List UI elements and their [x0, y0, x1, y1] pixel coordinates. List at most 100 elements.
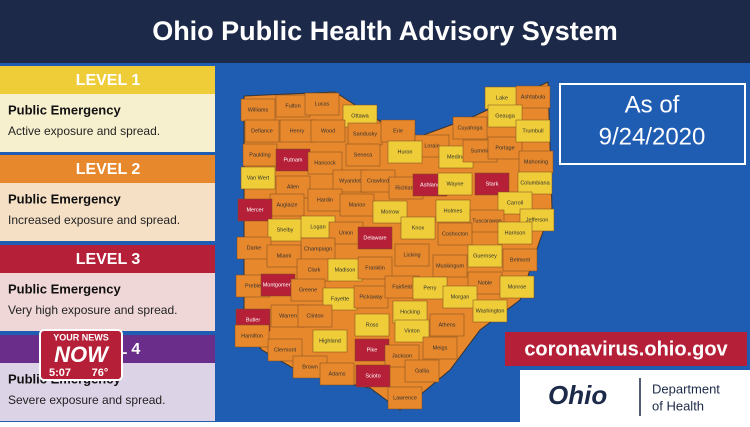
county-name: Clark: [308, 267, 321, 273]
county: [515, 119, 551, 143]
county: [502, 248, 538, 272]
county: [304, 92, 340, 116]
level-text: Severe exposure and spread.: [8, 393, 165, 407]
county-name: Belmont: [510, 257, 531, 263]
county-name: Clinton: [306, 313, 323, 319]
level-heading: Public Emergency: [8, 191, 121, 206]
county-name: Hancock: [314, 160, 336, 166]
county-name: Allen: [287, 184, 299, 190]
county-name: Shelby: [277, 227, 294, 233]
county-name: Morrow: [381, 209, 399, 215]
county-name: Portage: [495, 145, 514, 151]
county-name: Ashtabula: [521, 94, 546, 100]
county-name: Ross: [366, 322, 379, 328]
county: [442, 285, 478, 309]
county: [319, 362, 355, 386]
county-name: Warren: [279, 313, 297, 319]
county: [487, 136, 523, 160]
county: [354, 313, 390, 337]
county: [469, 209, 505, 233]
county: [474, 172, 510, 196]
county-name: Ottawa: [351, 113, 369, 119]
county: [497, 191, 533, 215]
county-name: Champaign: [304, 246, 332, 252]
county-name: Tuscarawas: [472, 218, 502, 224]
website-box: [505, 332, 747, 366]
county-name: Gallia: [415, 368, 430, 374]
county-name: Morgan: [451, 294, 470, 300]
county-name: Hamilton: [241, 333, 263, 339]
news-logo: YOUR NEWS NOW 5:07 76°: [39, 329, 123, 381]
county-name: Wyandot: [339, 178, 361, 184]
county: [472, 299, 508, 323]
banner: [0, 0, 750, 63]
county-name: Miami: [277, 253, 292, 259]
county-name: Fairfield: [392, 284, 412, 290]
county-name: Auglaize: [276, 202, 297, 208]
county-name: Marion: [349, 202, 366, 208]
county: [307, 151, 343, 175]
county-name: Sandusky: [353, 131, 377, 137]
county-name: Muskingum: [436, 263, 465, 269]
county: [387, 140, 423, 164]
level-body-bg: [0, 94, 215, 152]
county: [345, 143, 381, 167]
title: Ohio Public Health Advisory System: [152, 16, 618, 46]
news-temp: 76°: [92, 367, 109, 379]
county-name: Clermont: [274, 347, 297, 353]
county: [394, 319, 430, 343]
county: [312, 329, 348, 353]
county: [372, 200, 408, 224]
county-name: Ashland: [420, 182, 440, 188]
county: [515, 85, 551, 109]
county-name: Pike: [367, 347, 378, 353]
county: [394, 243, 430, 267]
county-name: Pickaway: [359, 294, 382, 300]
county-name: Lucas: [315, 101, 330, 107]
county-name: Butler: [246, 317, 261, 323]
county-name: Meigs: [433, 345, 448, 351]
logo-line1: Department: [652, 381, 720, 396]
county-name: Putnam: [284, 157, 303, 163]
county-name: Huron: [398, 149, 413, 155]
level-heading: Public Emergency: [8, 102, 121, 117]
county: [452, 116, 488, 140]
county-name: Perry: [423, 285, 436, 291]
county: [234, 324, 270, 348]
county-name: Henry: [290, 128, 305, 134]
county-name: Medina: [447, 154, 466, 160]
county-name: Monroe: [508, 284, 527, 290]
county: [266, 244, 302, 268]
county-name: Delaware: [363, 235, 386, 241]
county-name: Preble: [245, 283, 261, 289]
county-name: Wayne: [447, 181, 464, 187]
logo-line2: of Health: [652, 398, 704, 413]
county: [297, 304, 333, 328]
county-name: Williams: [248, 107, 269, 113]
county: [240, 166, 276, 190]
county-name: Scioto: [365, 373, 380, 379]
news-main: NOW: [54, 342, 110, 367]
county-name: Vinton: [404, 328, 420, 334]
county-name: Holmes: [444, 208, 463, 214]
county-name: Wood: [321, 128, 335, 134]
county-name: Geauga: [495, 113, 516, 119]
news-time: 5:07: [49, 367, 71, 379]
county: [357, 226, 393, 250]
county-name: Hardin: [317, 197, 333, 203]
website: coronavirus.ohio.gov: [524, 338, 728, 360]
county-name: Washington: [476, 308, 505, 314]
level-header-bg: [0, 245, 215, 273]
county-name: Paulding: [249, 152, 270, 158]
county-name: Crawford: [367, 178, 389, 184]
logo-box: [520, 370, 750, 422]
date-box: [559, 83, 746, 165]
level-text: Active exposure and spread.: [8, 124, 160, 138]
county-name: Seneca: [354, 152, 374, 158]
county-name: Defiance: [251, 128, 273, 134]
county: [499, 275, 535, 299]
level-label: LEVEL 2: [76, 161, 141, 178]
county-name: Guernsey: [473, 253, 497, 259]
level-heading: Public Emergency: [8, 281, 121, 296]
